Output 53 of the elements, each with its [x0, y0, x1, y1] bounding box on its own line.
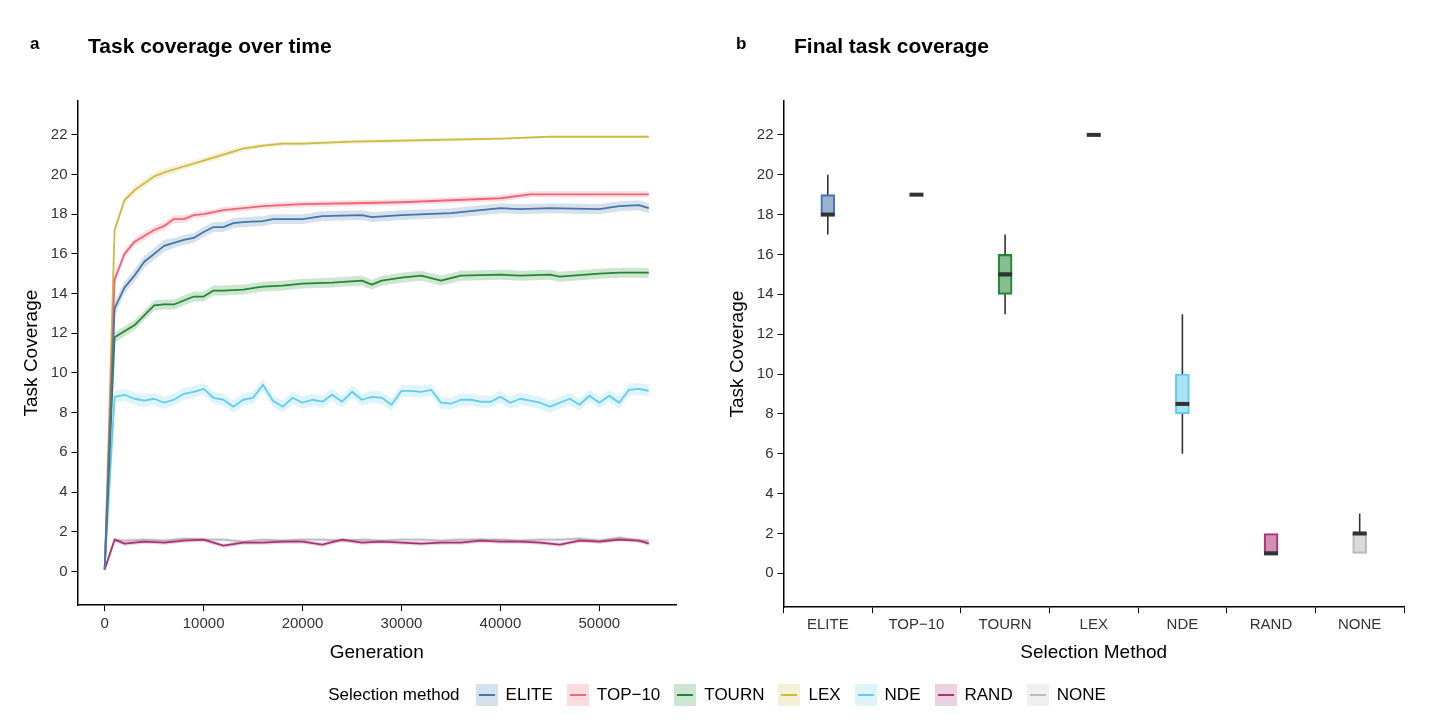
y-tick-label: 10: [50, 363, 68, 381]
y-tick-label: 18: [756, 204, 774, 222]
x-tick-label: RAND: [1249, 615, 1293, 633]
y-tick-label: 22: [50, 124, 68, 142]
x-tick-label: 10000: [182, 614, 225, 632]
y-tick-label: 2: [59, 521, 68, 539]
x-tick-label: 50000: [578, 614, 621, 632]
text: b: [736, 34, 747, 54]
y-tick-label: 4: [59, 482, 68, 500]
y-tick-label: 6: [59, 442, 68, 460]
x-tick-label: 0: [100, 614, 109, 632]
x-tick-label: ELITE: [806, 615, 849, 633]
y-axis-title: Task Coverage: [19, 289, 41, 417]
y-tick-label: 20: [50, 164, 68, 182]
y-tick-label: 18: [50, 204, 68, 222]
y-tick-label: 0: [765, 563, 774, 581]
x-tick-label: NONE: [1338, 615, 1382, 633]
y-tick-label: 10: [756, 364, 774, 382]
y-axis-title: Task Coverage: [725, 290, 747, 418]
legend-label: TOURN: [704, 685, 765, 705]
legend-label: NDE: [884, 685, 921, 705]
y-tick-label: 4: [765, 483, 774, 501]
legend-label: LEX: [808, 685, 841, 705]
x-tick-label: 30000: [380, 614, 423, 632]
legend-title: Selection method: [328, 685, 460, 705]
x-tick-label: LEX: [1079, 615, 1108, 633]
chart-title: Task coverage over time: [88, 34, 332, 58]
y-tick-label: 14: [50, 283, 68, 301]
y-tick-label: 8: [59, 402, 68, 420]
y-tick-label: 2: [765, 523, 774, 541]
x-axis-title: Generation: [329, 640, 424, 662]
legend-label: TOP−10: [596, 685, 661, 705]
chart-title: Final task coverage: [794, 34, 989, 58]
y-tick-label: 20: [756, 164, 774, 182]
y-tick-label: 12: [756, 324, 774, 342]
x-tick-label: TOURN: [978, 615, 1032, 633]
y-tick-label: 8: [765, 404, 774, 422]
y-tick-label: 0: [59, 561, 68, 579]
x-tick-label: TOP−10: [888, 615, 945, 633]
y-tick-label: 16: [756, 244, 774, 262]
legend-label: ELITE: [505, 685, 553, 705]
text: a: [30, 34, 40, 54]
legend-label: NONE: [1056, 685, 1106, 705]
x-tick-label: 20000: [281, 614, 324, 632]
x-tick-label: NDE: [1166, 615, 1199, 633]
legend-label: RAND: [964, 685, 1013, 705]
y-tick-label: 16: [50, 243, 68, 261]
y-tick-label: 12: [50, 323, 68, 341]
x-tick-label: 40000: [479, 614, 522, 632]
y-tick-label: 22: [756, 125, 774, 143]
x-axis-title: Selection Method: [1020, 640, 1168, 662]
y-tick-label: 6: [765, 443, 774, 461]
y-tick-label: 14: [756, 284, 774, 302]
